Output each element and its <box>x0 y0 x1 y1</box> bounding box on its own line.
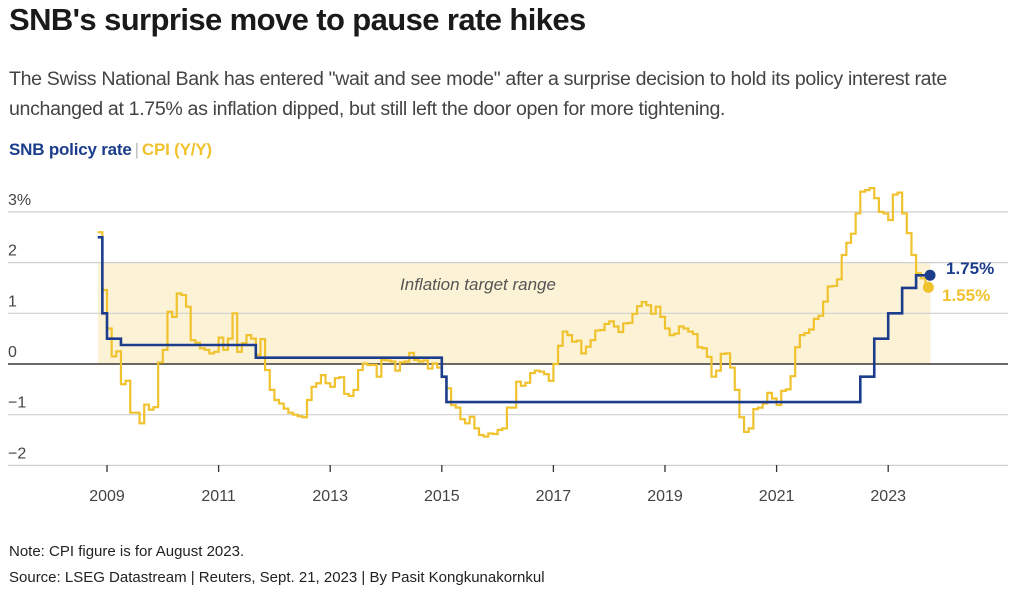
y-tick-label: 0 <box>8 344 17 361</box>
band-label: Inflation target range <box>400 275 556 294</box>
cpi-line <box>97 186 930 438</box>
y-tick-label: 3% <box>8 192 31 209</box>
x-tick-label: 2013 <box>312 488 348 505</box>
legend-item-cpi: CPI (Y/Y) <box>141 140 212 159</box>
x-tick-label: 2019 <box>647 488 683 505</box>
end-label-policy-rate: 1.75% <box>946 259 994 278</box>
x-tick-label: 2011 <box>201 488 236 505</box>
chart-subtitle: The Swiss National Bank has entered "wai… <box>9 68 947 120</box>
policy-rate-line <box>97 235 931 404</box>
source-line: Source: LSEG Datastream | Reuters, Sept.… <box>9 569 545 586</box>
legend-separator: | <box>134 140 139 159</box>
y-tick-label: −2 <box>8 445 26 462</box>
x-tick-label: 2015 <box>424 488 460 505</box>
end-label-cpi: 1.55% <box>942 286 990 305</box>
legend-item-snb-policy-rate: SNB policy rate <box>9 140 132 159</box>
x-tick-label: 2021 <box>759 488 795 505</box>
cpi-end-dot <box>922 281 934 293</box>
chart-title: SNB's surprise move to pause rate hikes <box>9 2 586 37</box>
footnote: Note: CPI figure is for August 2023. <box>9 543 245 560</box>
x-tick-label: 2017 <box>536 488 572 505</box>
y-tick-label: 1 <box>8 293 17 310</box>
y-tick-label: 2 <box>8 243 17 260</box>
policy-rate-end-dot <box>924 269 936 281</box>
legend: SNB policy rate | CPI (Y/Y) <box>9 140 212 160</box>
x-tick-label: 2023 <box>870 488 906 505</box>
x-tick-label: 2009 <box>89 488 125 505</box>
y-tick-label: −1 <box>8 395 26 412</box>
